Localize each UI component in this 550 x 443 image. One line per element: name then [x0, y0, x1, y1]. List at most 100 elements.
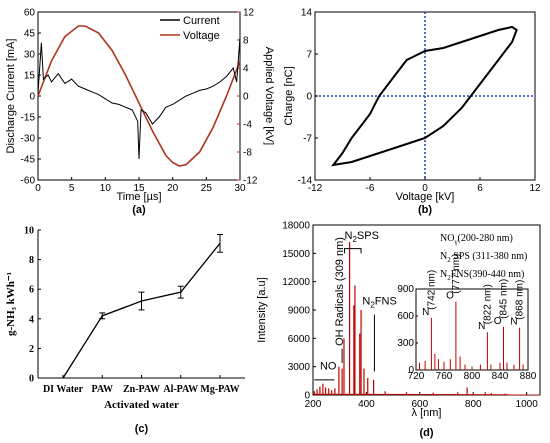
panel-label-c: (c) [135, 423, 149, 435]
y-axis-label-b: Charge [nC] [283, 66, 295, 125]
x-tick-label-d: 600 [411, 399, 428, 410]
panel-label-d: (d) [419, 427, 433, 439]
species-legend-sub: 2 [447, 274, 451, 282]
inset-peak-wavelength: (742 nm) [426, 270, 437, 310]
category-label: PAW [92, 384, 113, 395]
x-tick-label-b: -6 [366, 183, 375, 194]
x-axis-label-c: Activated water [104, 399, 179, 411]
annotation-n2fns-sub: 2 [370, 300, 375, 309]
y2-tick-label-a: 4 [243, 64, 249, 75]
y-tick-label-a: 0 [29, 92, 35, 103]
x-axis-label-b: Voltage [kV] [396, 191, 455, 203]
inset-x-tick-label: 840 [492, 371, 509, 382]
x-tick-label-b: 0 [422, 183, 428, 194]
y-tick-label-a: 15 [24, 71, 36, 82]
x-tick-label-a: 20 [167, 183, 179, 194]
y-tick-label-b: 7 [306, 50, 312, 61]
annotation-n2sps-n: N [345, 230, 353, 242]
y-tick-label-b: 14 [301, 8, 313, 19]
y-tick-label-a: -15 [21, 113, 36, 124]
category-label: Mg-PAW [200, 384, 239, 395]
y-tick-label-a: 45 [24, 29, 36, 40]
inset-y-tick-label: 0 [408, 365, 414, 376]
x-tick-label-a: 25 [201, 183, 213, 194]
x-tick-label-a: 15 [133, 183, 145, 194]
y2-tick-label-a: 8 [243, 36, 249, 47]
annotation-oh: OH Radicals (309 nm) [334, 237, 346, 346]
annotation-n2sps-sub: 2 [352, 235, 357, 244]
inset-peak-wavelength: (868 nm) [515, 280, 526, 320]
y-tick-label-d: 9000 [288, 306, 311, 317]
y2-tick-label-a: -4 [243, 120, 252, 131]
y-tick-label-d: 6000 [288, 334, 311, 345]
x-tick-label-b: 12 [529, 183, 541, 194]
y-tick-label-d: 18000 [282, 221, 310, 232]
x-tick-label-d: 400 [358, 399, 375, 410]
annotation-n2sps-bracket [344, 248, 362, 254]
y-tick-label-b: -7 [303, 134, 312, 145]
y-tick-label-a: -30 [21, 134, 36, 145]
y-tick-label-a: -45 [21, 155, 36, 166]
y-axis-label-c: g-NH₃ kWh⁻¹ [5, 272, 17, 336]
species-legend-line: N2FNS(390-440 nm) [440, 269, 524, 282]
inset-y-tick-label: 300 [397, 338, 414, 349]
species-legend-name: N [440, 251, 447, 262]
y-tick-label-c: 8 [29, 255, 34, 266]
x-tick-label-a: 30 [234, 183, 246, 194]
annotation-no: NO [320, 361, 337, 373]
y-tick-label-c: 0 [29, 374, 34, 385]
inset-y-tick-label: 600 [397, 311, 414, 322]
annotation-n2sps-post: SPS [357, 230, 379, 242]
y-tick-label-b: -14 [298, 176, 313, 187]
y-axis-label-d: Intensity [a.u] [256, 277, 268, 342]
y2-tick-label-a: -8 [243, 148, 252, 159]
inset-peak-species: O [446, 291, 454, 302]
species-legend-line: NOγ(200-280 nm) [440, 233, 513, 246]
annotation-n2fns-post: FNS [375, 295, 397, 307]
y-tick-label-d: 15000 [282, 249, 310, 260]
inset-peak-species: N [422, 307, 429, 318]
category-label: Zn-PAW [123, 384, 160, 395]
inset-peak-wavelength: (845 nm) [499, 279, 510, 319]
current-series-line [37, 37, 241, 160]
x-tick-label-d: 200 [305, 399, 322, 410]
charge-voltage-loop [331, 25, 518, 167]
y2-axis-label-a: Applied Voltage [kV] [263, 47, 275, 145]
y2-tick-label-a: 0 [243, 92, 249, 103]
x-axis-label-d: λ [nm] [412, 407, 442, 419]
y2-tick-label-a: -12 [243, 176, 258, 187]
y-tick-label-b: 0 [306, 92, 312, 103]
y-tick-label-a: -60 [21, 176, 36, 187]
panel-label-a: (a) [132, 204, 146, 216]
category-label: DI Water [43, 384, 84, 395]
voltage-series-line [37, 25, 241, 167]
yield-line [62, 242, 221, 379]
species-legend-range: FNS(390-440 nm) [451, 269, 525, 280]
x-axis-label-a: Time [µs] [116, 191, 161, 203]
x-tick-label-b: 6 [477, 183, 483, 194]
x-tick-label-d: 800 [465, 399, 482, 410]
y-tick-label-d: 3000 [288, 362, 311, 373]
y-tick-label-c: 10 [24, 226, 34, 237]
annotation-n2sps: N2SPS [345, 230, 379, 244]
annotation-n2fns-n: N [362, 295, 370, 307]
inset-y-tick-label: 900 [397, 284, 414, 295]
legend-label-current: Current [183, 15, 220, 27]
species-legend-sub: γ [453, 238, 457, 246]
y-axis-label-a: Discharge Current [mA] [5, 39, 17, 154]
spectrum-baseline [312, 393, 541, 396]
x-tick-label-a: 0 [35, 183, 41, 194]
x-tick-label-b: -12 [308, 183, 323, 194]
panel-label-b: (b) [418, 204, 432, 216]
inset-x-tick-label: 760 [436, 371, 453, 382]
y-tick-label-c: 6 [29, 285, 34, 296]
inset-x-tick-label: 800 [464, 371, 481, 382]
category-label: Al-PAW [163, 384, 198, 395]
species-legend-range: (200-280 nm) [458, 233, 513, 244]
x-tick-label-a: 10 [100, 183, 112, 194]
species-legend-sub: 2 [447, 256, 451, 264]
inset-x-tick-label: 880 [520, 371, 537, 382]
x-tick-label-a: 5 [69, 183, 75, 194]
y-tick-label-a: 30 [24, 50, 36, 61]
